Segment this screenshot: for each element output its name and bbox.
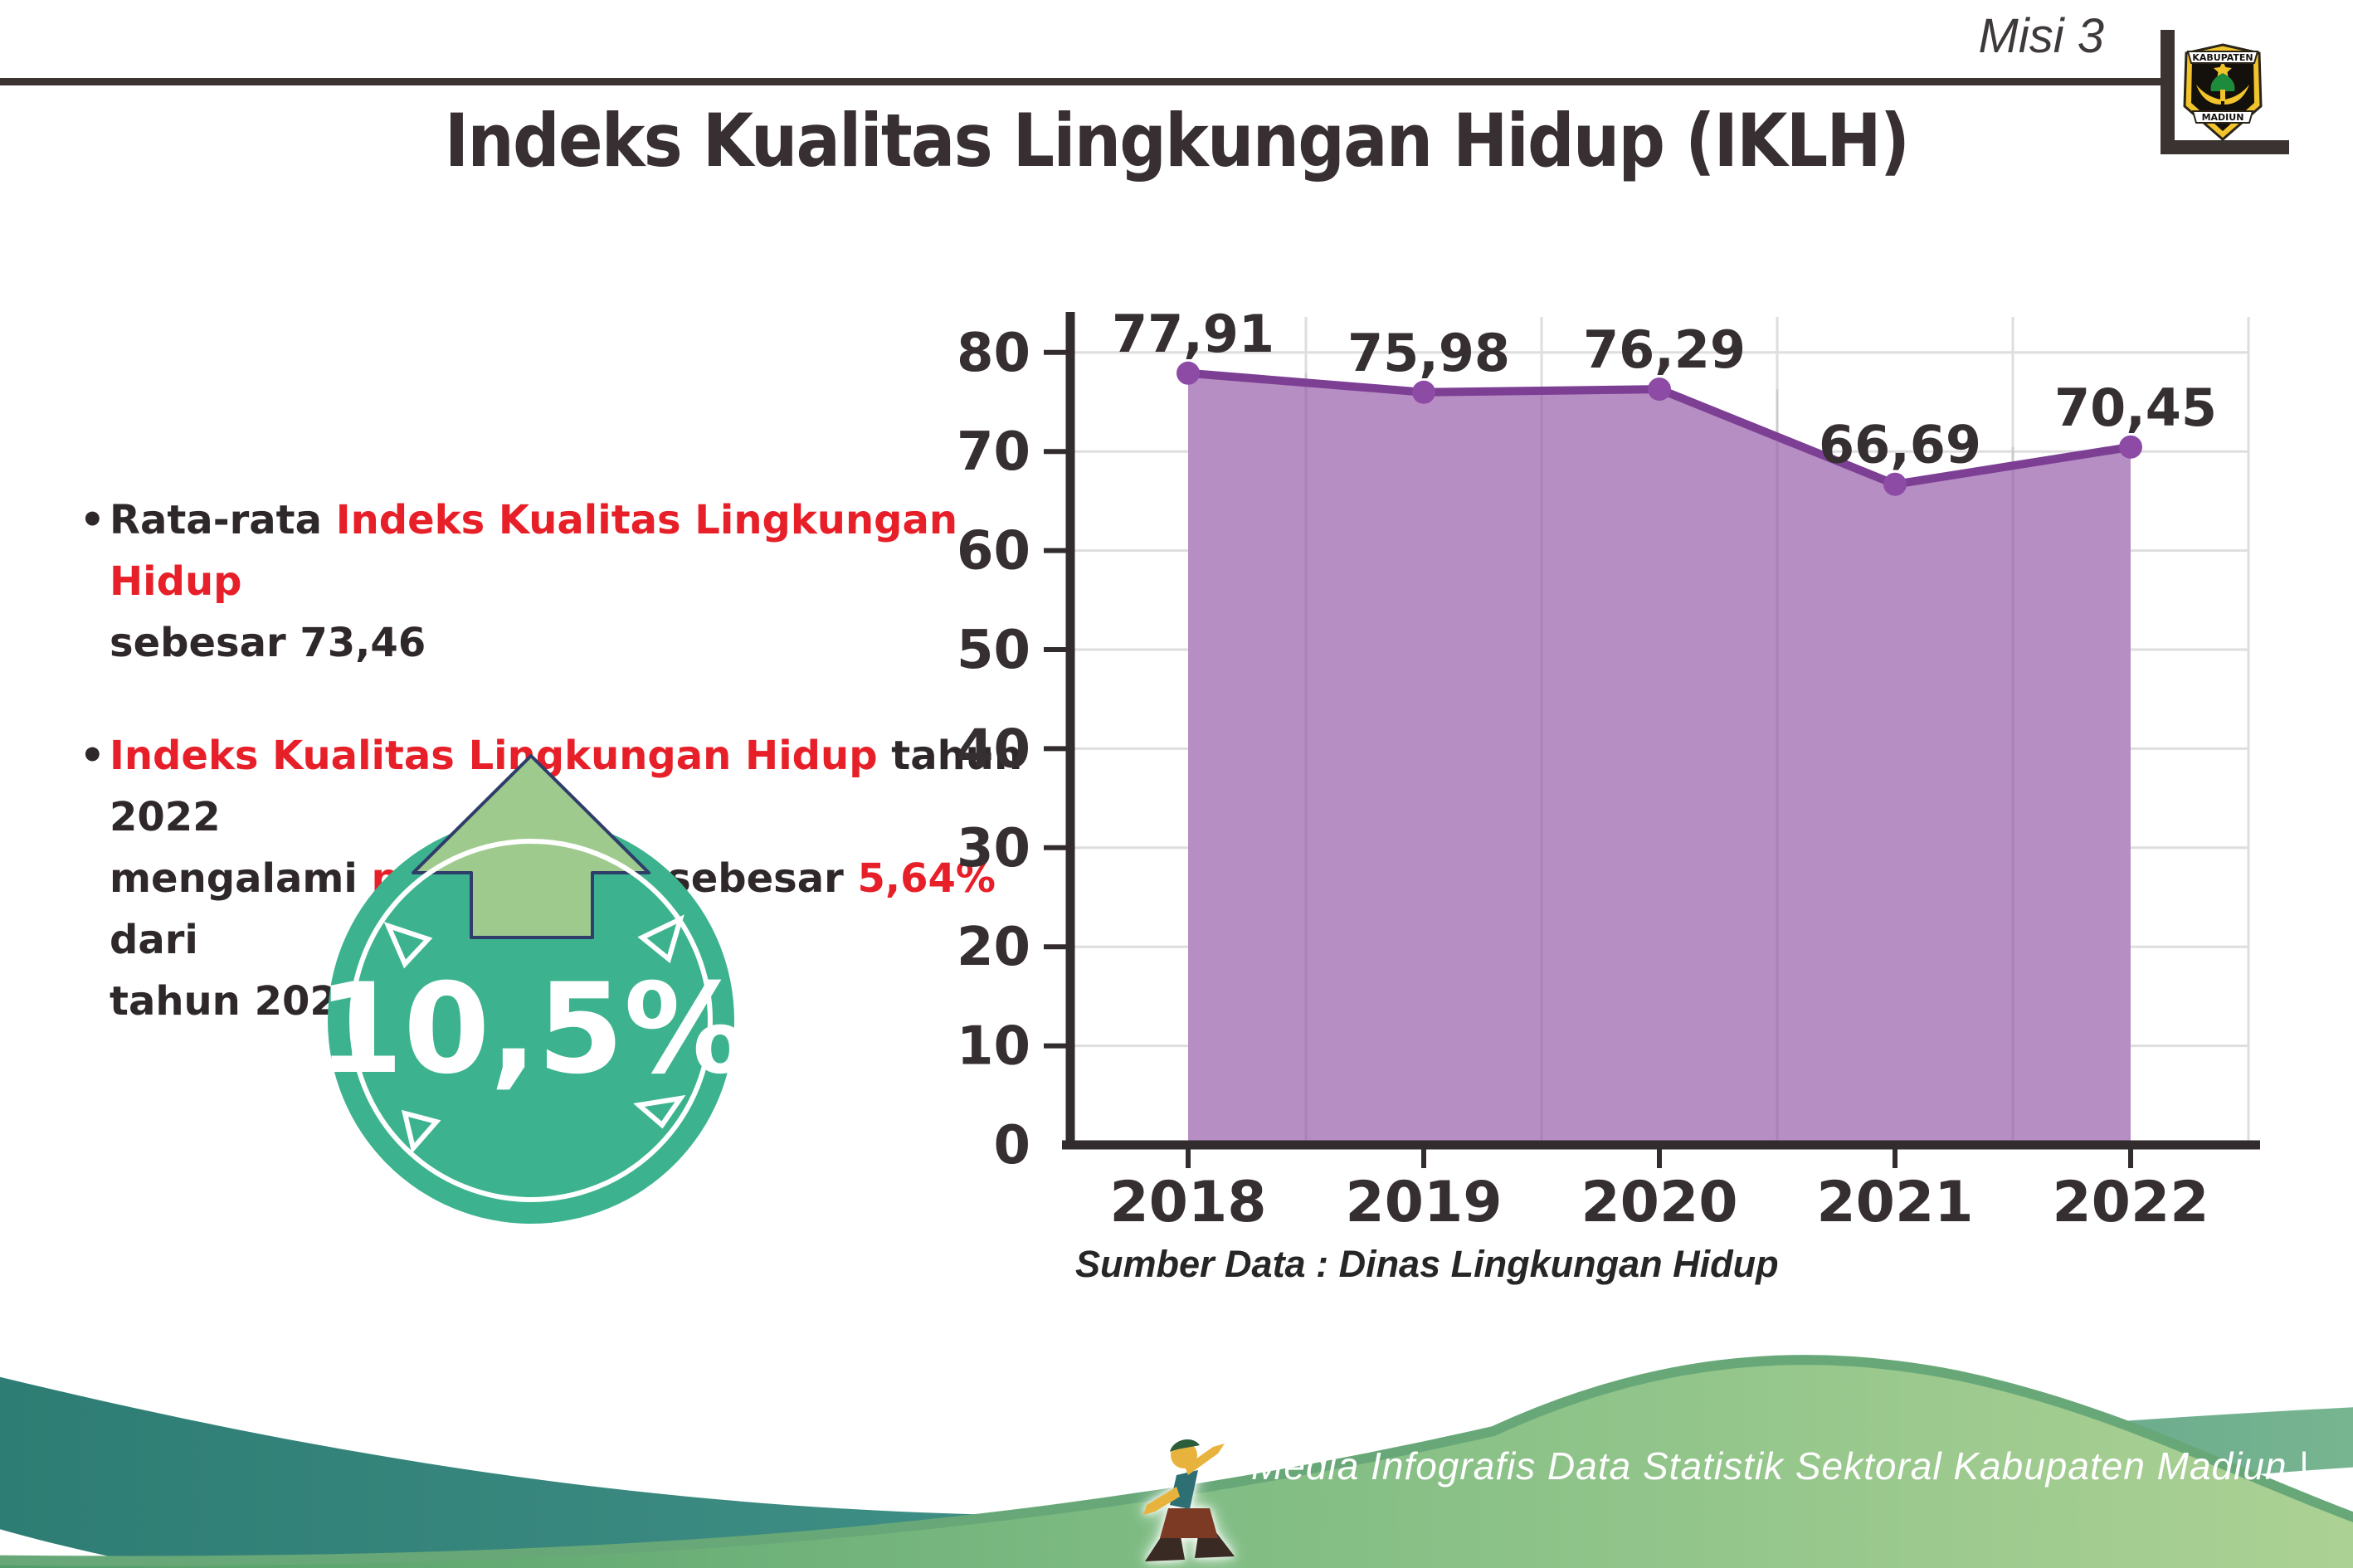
value-label: 76,29: [1583, 319, 1746, 380]
chart-point: [1648, 377, 1671, 402]
y-tick-label: 30: [957, 818, 1030, 879]
badge-value: 10,5%: [317, 957, 748, 1102]
y-tick-label: 70: [957, 421, 1030, 483]
source-note: Sumber Data : Dinas Lingkungan Hidup: [1075, 1243, 1779, 1285]
bullet-item: Rata-rata Indeks Kualitas Lingkungan Hid…: [80, 489, 1025, 674]
y-tick-label: 10: [957, 1016, 1030, 1078]
x-tick-label: 2018: [1109, 1170, 1266, 1235]
bullet-text-segment: Indeks Kualitas Lingkungan Hidup: [110, 497, 972, 605]
value-label: 70,45: [2054, 377, 2217, 438]
bullet-text-segment: tahun 2022: [110, 733, 1036, 840]
y-tick-label: 50: [957, 620, 1030, 681]
misi-label: Misi 3: [1978, 9, 2104, 63]
bullet-line: sebesar 73,46: [110, 612, 1025, 674]
page-title: Indeks Kualitas Lingkungan Hidup (IKLH): [444, 98, 1910, 183]
badge-tick-icon: [637, 914, 684, 964]
x-tick-label: 2021: [1816, 1170, 1973, 1235]
bullet-line: Indeks Kualitas Lingkungan Hidup tahun 2…: [110, 725, 1025, 848]
bullet-text-segment: Indeks Kualitas Lingkungan Hidup: [110, 733, 878, 779]
bullet-text-segment: dari: [110, 855, 1010, 963]
chart-point: [1412, 380, 1435, 404]
bullet-line: Rata-rata Indeks Kualitas Lingkungan Hid…: [110, 489, 1025, 612]
badge-tick-icon: [383, 922, 433, 969]
footer-credit: Media Infografis Data Statistik Sektoral…: [1251, 1444, 2310, 1488]
chart-point: [2119, 435, 2142, 459]
y-tick-label: 40: [957, 718, 1030, 780]
y-tick-label: 20: [957, 917, 1030, 978]
bullet-text-segment: sebesar 73,46: [110, 620, 426, 666]
header-rule: [0, 78, 2167, 85]
bullet-text-segment: mengalami: [110, 855, 372, 902]
bullet-text-segment: sebesar: [653, 855, 858, 902]
x-tick-label: 2020: [1581, 1170, 1737, 1235]
badge-tick-icon: [633, 1094, 686, 1129]
logo-bracket: [2161, 30, 2289, 154]
x-tick-label: 2022: [2052, 1170, 2209, 1235]
dancer-mascot-icon: [1143, 1439, 1235, 1561]
madiun-kabupaten-logo-icon: KABUPATEN MADIUN: [2183, 43, 2263, 141]
value-label: 77,91: [1112, 304, 1274, 364]
up-arrow-icon: [412, 754, 650, 939]
value-label: 66,69: [1819, 415, 1981, 475]
y-tick-label: 0: [993, 1115, 1030, 1176]
bullet-text-segment: 5,64%: [857, 855, 996, 902]
bullet-text-segment: Rata-rata: [110, 497, 336, 543]
value-label: 75,98: [1347, 323, 1510, 383]
svg-text:MADIUN: MADIUN: [2202, 112, 2244, 123]
footer-wave: [0, 1355, 2353, 1568]
increase-badge: 10,5%: [317, 754, 748, 1224]
svg-text:KABUPATEN: KABUPATEN: [2192, 52, 2253, 63]
chart-point: [1883, 472, 1907, 496]
chart-point: [1176, 361, 1200, 385]
y-tick-label: 80: [957, 323, 1030, 384]
green-hill: [0, 1360, 2353, 1568]
badge-tick-icon: [401, 1109, 441, 1154]
chart-area: [1188, 373, 2131, 1145]
y-tick-label: 60: [957, 521, 1030, 582]
x-tick-label: 2019: [1345, 1170, 1502, 1235]
